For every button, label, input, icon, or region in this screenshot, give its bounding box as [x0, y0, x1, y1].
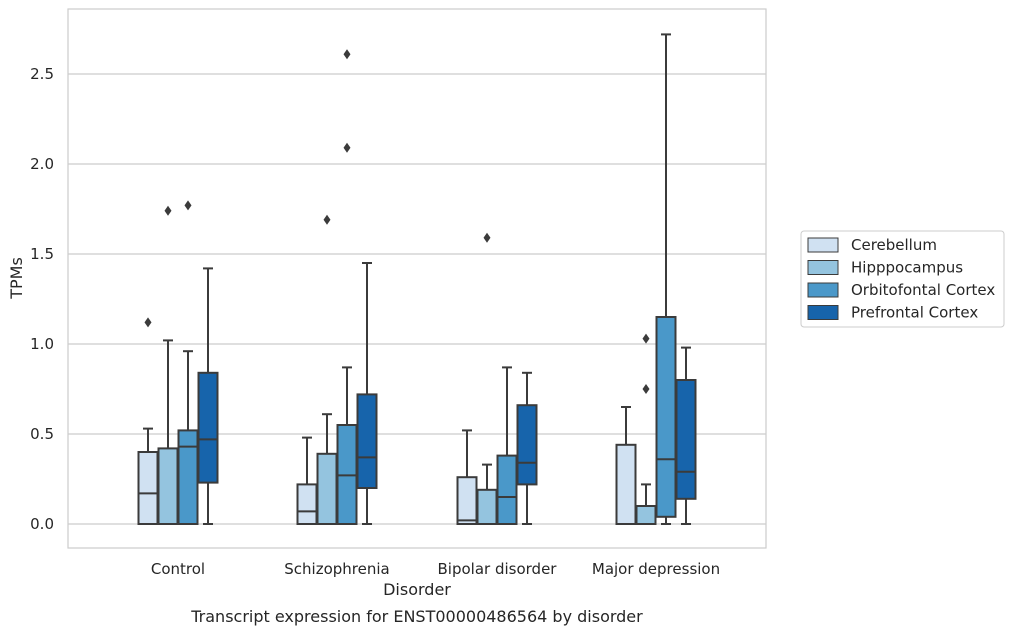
box-plot [336, 49, 358, 525]
plot-area-frame [67, 8, 767, 549]
outlier-point [483, 232, 491, 243]
box-body [655, 316, 677, 518]
legend-frame [800, 230, 1005, 328]
box-plot [356, 262, 378, 525]
box-body [675, 379, 697, 500]
box-elements [137, 33, 697, 526]
outlier-point [144, 317, 152, 328]
legend-swatch [807, 282, 839, 298]
legend-label: Orbitofontal Cortex [851, 281, 995, 299]
outlier-point [164, 205, 172, 216]
box-body [157, 447, 179, 525]
legend-label: Cerebellum [851, 236, 937, 254]
box-plot [635, 333, 657, 525]
y-axis-title: TPMs [7, 257, 26, 300]
box-plot [197, 267, 219, 525]
legend-swatch [807, 305, 839, 320]
box-body [356, 393, 378, 489]
x-tick-label: Control [151, 560, 205, 578]
box-body [476, 488, 498, 525]
legend-label: Prefrontal Cortex [851, 304, 978, 322]
y-tick-label: 1.5 [30, 245, 54, 263]
x-axis-title: Disorder [383, 580, 451, 599]
outlier-point [184, 200, 192, 211]
x-tick-label: Major depression [592, 560, 720, 578]
box-body [296, 483, 318, 525]
box-body [197, 371, 219, 484]
box-plot [476, 232, 498, 525]
x-tick-labels: Control Schizophrenia Bipolar disorder Majo… [151, 560, 720, 578]
box-body [615, 443, 637, 525]
x-tick-label: Bipolar disorder [438, 560, 558, 578]
box-plot [615, 406, 637, 525]
legend-label: Hipppocampus [851, 259, 963, 277]
outlier-point [323, 214, 331, 225]
box-plot [655, 33, 677, 525]
legend-item: Cerebellum [807, 236, 937, 254]
outlier-point [343, 142, 351, 153]
legend-item: Hipppocampus [807, 259, 963, 277]
box-body [316, 452, 338, 525]
outlier-point [642, 384, 650, 394]
legend: Cerebellum Hipppocampus Orbitofontal Corte… [800, 230, 1005, 328]
box-plot [296, 436, 318, 525]
y-tick-label: 0.0 [30, 515, 54, 533]
x-tick-label: Schizophrenia [284, 560, 389, 578]
y-tick-label: 2.0 [30, 155, 54, 173]
box-body [137, 451, 159, 525]
y-tick-label: 2.5 [30, 65, 54, 83]
box-plot [157, 205, 179, 525]
box-plot [516, 371, 538, 525]
outlier-point [642, 333, 650, 344]
box-body [177, 429, 199, 525]
legend-swatch [807, 237, 839, 253]
legend-item: Prefrontal Cortex [807, 304, 978, 322]
outlier-point [343, 49, 351, 60]
box-plot [456, 429, 478, 526]
box-body [456, 476, 478, 526]
y-tick-label: 1.0 [30, 335, 54, 353]
box-plot [177, 200, 199, 525]
box-body [496, 454, 518, 526]
box-plot [496, 366, 518, 526]
y-tick-labels: 0.0 0.5 1.0 1.5 2.0 2.5 [30, 65, 54, 533]
box-plot [316, 214, 338, 525]
box-plot [137, 317, 159, 525]
y-tick-label: 0.5 [30, 425, 54, 443]
figure-caption: Transcript expression for ENST0000048656… [190, 607, 643, 626]
legend-item: Orbitofontal Cortex [807, 281, 995, 299]
box-body [516, 404, 538, 486]
box-body [635, 505, 657, 525]
box-plot [675, 346, 697, 525]
legend-swatch [807, 260, 839, 275]
